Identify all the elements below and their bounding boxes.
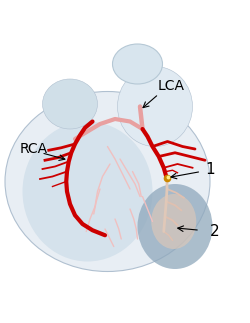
- Ellipse shape: [22, 121, 152, 262]
- Text: 2: 2: [210, 224, 220, 239]
- Text: 1: 1: [205, 162, 214, 176]
- Ellipse shape: [138, 184, 212, 269]
- Text: RCA: RCA: [20, 142, 48, 156]
- Ellipse shape: [5, 91, 210, 272]
- Ellipse shape: [42, 79, 98, 129]
- Ellipse shape: [118, 67, 192, 147]
- Ellipse shape: [112, 44, 162, 84]
- Ellipse shape: [151, 194, 196, 249]
- Text: LCA: LCA: [158, 79, 184, 93]
